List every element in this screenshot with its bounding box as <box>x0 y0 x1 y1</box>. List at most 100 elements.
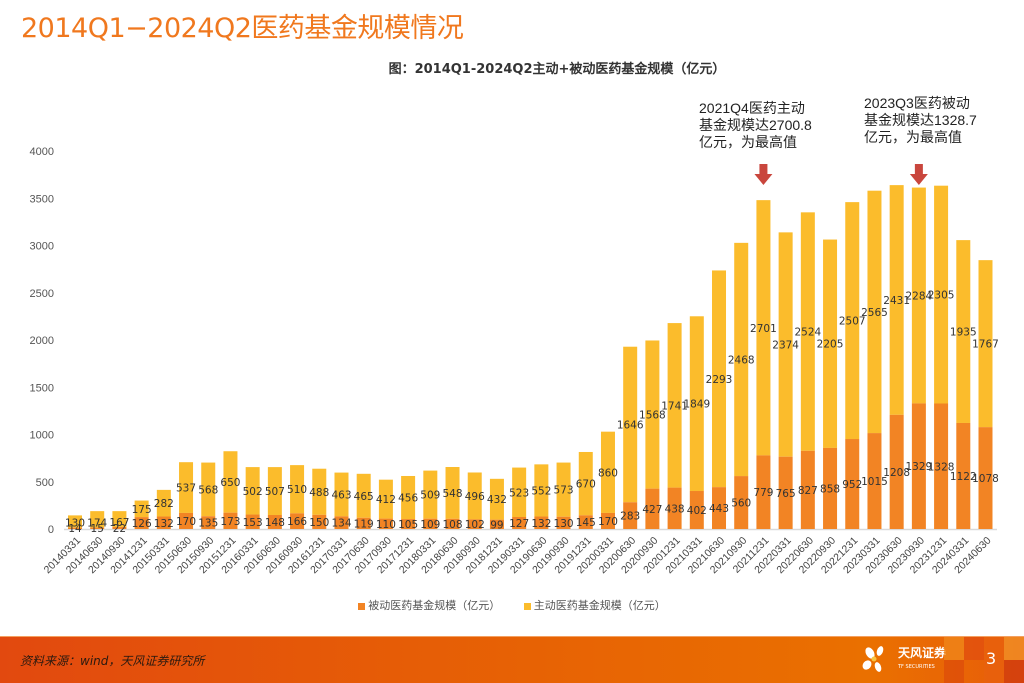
data-label-active: 510 <box>287 484 307 496</box>
bar-passive <box>623 502 638 529</box>
bar-active <box>734 242 749 477</box>
bar-active <box>756 200 771 456</box>
bar-active <box>245 467 260 515</box>
bar-active <box>201 462 216 517</box>
data-label-active: 860 <box>598 467 618 479</box>
bar-passive <box>334 516 349 529</box>
down-arrow-icon <box>909 164 928 185</box>
bar-passive <box>401 519 416 529</box>
data-label-active: 2293 <box>706 374 733 386</box>
chart-legend: 被动医药基金规模（亿元） 主动医药基金规模（亿元） <box>0 597 1024 613</box>
data-label-passive: 827 <box>798 485 818 497</box>
data-label-passive: 153 <box>243 517 263 529</box>
data-label-active: 670 <box>576 479 596 491</box>
data-label-active: 2205 <box>817 339 844 351</box>
bar-active <box>68 515 82 528</box>
bar-passive <box>600 512 615 529</box>
data-label-active: 2565 <box>861 307 888 319</box>
data-label-active: 2374 <box>772 340 799 352</box>
data-label-passive: 173 <box>220 516 240 528</box>
bar-active <box>90 511 105 528</box>
data-label-active: 1767 <box>972 339 999 351</box>
data-label-passive: 779 <box>753 487 773 499</box>
bar-passive <box>889 414 904 529</box>
bar-passive <box>845 439 860 529</box>
annotation-line: 2021Q4医药主动 <box>699 100 805 116</box>
data-label-active: 509 <box>420 490 440 502</box>
annotation-active-peak: 2021Q4医药主动 基金规模达2700.8 亿元，为最高值 <box>699 100 812 151</box>
bar-passive <box>378 518 393 529</box>
bar-active <box>534 464 549 517</box>
data-label-passive: 952 <box>842 479 862 491</box>
bar-active <box>645 340 660 489</box>
data-label-passive: 108 <box>443 519 463 531</box>
bar-active <box>423 470 438 519</box>
bar-passive <box>911 403 926 529</box>
data-label-passive: 126 <box>132 518 152 530</box>
bar-active <box>911 187 926 404</box>
data-label-active: 552 <box>531 485 551 497</box>
bar-active <box>512 467 527 517</box>
data-label-active: 1568 <box>639 410 666 422</box>
data-label-passive: 1015 <box>861 476 888 488</box>
data-label-passive: 132 <box>154 518 174 530</box>
bar-active <box>134 500 149 518</box>
legend-item-active: 主动医药基金规模（亿元） <box>523 597 666 613</box>
bar-passive <box>112 526 127 529</box>
bar-active <box>267 467 282 516</box>
data-label-active: 412 <box>376 494 396 506</box>
legend-swatch-passive <box>358 602 366 610</box>
bar-passive <box>68 527 82 529</box>
y-tick-label: 500 <box>36 477 54 489</box>
data-label-active: 1741 <box>661 400 688 412</box>
bar-passive <box>778 456 793 529</box>
page-title: 2014Q1−2024Q2医药基金规模情况 <box>21 13 464 44</box>
y-tick-label: 3000 <box>30 241 54 253</box>
data-label-passive: 1122 <box>950 471 977 483</box>
data-label-passive: 170 <box>598 516 618 528</box>
data-label-passive: 148 <box>265 517 285 529</box>
annotation-line: 亿元，为最高值 <box>699 134 797 150</box>
data-label-passive: 15 <box>91 523 104 535</box>
data-label-active: 456 <box>398 493 418 505</box>
data-label-passive: 127 <box>509 518 529 530</box>
data-label-passive: 438 <box>665 503 685 515</box>
data-label-active: 568 <box>198 484 218 496</box>
data-label-active: 1935 <box>950 327 977 339</box>
bar-active <box>800 212 815 451</box>
data-label-passive: 135 <box>198 518 218 530</box>
data-label-active: 1849 <box>683 399 710 411</box>
bar-passive <box>867 433 882 529</box>
bar-passive <box>90 527 105 529</box>
bar-passive <box>512 516 527 529</box>
y-tick-label: 3500 <box>30 193 54 205</box>
bar-active <box>689 316 704 492</box>
chart-title: 图：2014Q1-2024Q2主动+被动医药基金规模（亿元） <box>388 62 726 77</box>
down-arrow-icon <box>754 164 773 185</box>
data-label-active: 2305 <box>928 290 955 302</box>
bar-active <box>778 232 793 457</box>
data-label-passive: 443 <box>709 503 729 515</box>
bar-passive <box>312 514 327 529</box>
logo-text: 天风证券 <box>898 646 947 660</box>
page-number: 3 <box>986 649 997 668</box>
data-label-passive: 132 <box>531 518 551 530</box>
bar-passive <box>956 422 971 529</box>
bar-active <box>956 240 971 423</box>
data-label-active: 496 <box>465 491 485 503</box>
bar-active <box>290 465 305 514</box>
data-label-active: 2284 <box>906 290 933 302</box>
data-label-active: 650 <box>220 477 240 489</box>
bar-passive <box>712 487 727 529</box>
footer-decoration <box>944 637 1024 683</box>
data-label-passive: 105 <box>398 519 418 531</box>
annotation-line: 基金规模达1328.7 <box>864 112 977 128</box>
bar-passive <box>489 519 504 529</box>
annotation-line: 2023Q3医药被动 <box>864 95 970 111</box>
bar-active <box>467 472 482 520</box>
data-label-passive: 765 <box>776 488 796 500</box>
data-label-passive: 102 <box>465 519 485 531</box>
bar-passive <box>290 513 305 529</box>
bar-active <box>334 472 349 517</box>
bar-passive <box>134 517 149 529</box>
